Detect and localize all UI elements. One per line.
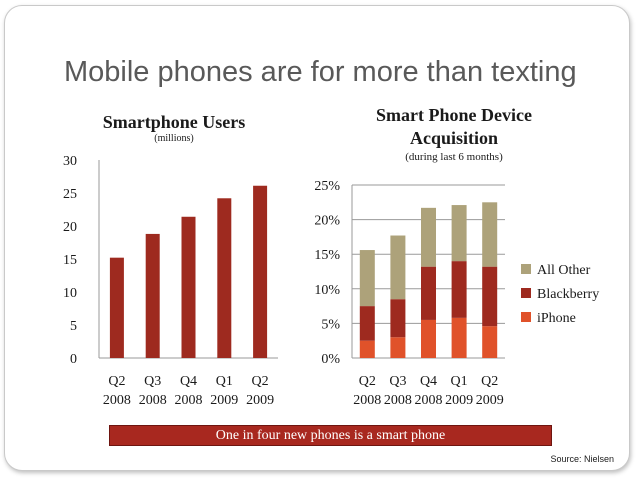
chart2-bar-all-other-q4-2008 [421, 207, 436, 267]
chart2-x-tick-label: 2008 [415, 393, 443, 408]
chart1-y-tick-label: 20 [63, 220, 77, 235]
chart2-legend-label-iphone: iPhone [537, 311, 576, 326]
chart2-x-tick-label: 2008 [384, 393, 412, 408]
chart2-y-tick-label: 5% [321, 317, 340, 332]
chart1-x-tick-label: 2009 [246, 393, 274, 408]
chart2-bar-blackberry-q3-2008 [390, 299, 406, 338]
slide-title: Mobile phones are for more than texting [64, 56, 577, 88]
source-note: Source: Nielsen [550, 454, 614, 464]
chart2-bar-blackberry-q2-2009 [482, 266, 498, 327]
chart1-x-tick-label: Q2 [108, 374, 125, 389]
chart1-y-tick-label: 30 [63, 154, 77, 169]
chart1-bar-q4-2008 [181, 216, 196, 358]
chart2-x-tick-label: 2009 [476, 393, 504, 408]
chart2-bar-all-other-q1-2009 [451, 205, 467, 262]
chart2-bar-all-other-q2-2009 [482, 202, 498, 267]
chart2-bar-blackberry-q1-2009 [451, 261, 467, 318]
chart2-subtitle: (during last 6 months) [405, 151, 503, 163]
chart1-y-tick-label: 15 [63, 253, 77, 268]
chart1-bar-q2-2008 [109, 257, 124, 358]
chart1-x-tick-label: 2008 [139, 393, 167, 408]
chart1-x-tick-label: Q3 [144, 374, 161, 389]
chart1-title: Smartphone Users [102, 112, 246, 132]
chart2-y-tick-label: 0% [321, 352, 340, 367]
chart2-bar-iphone-q3-2008 [390, 337, 406, 358]
chart2-x-tick-label: Q2 [359, 374, 376, 389]
chart2-legend-label-blackberry: Blackberry [537, 287, 599, 302]
chart2-legend-swatch-all-other [521, 264, 531, 274]
chart1-y-tick-label: 25 [63, 187, 77, 202]
chart1-bar-q3-2008 [145, 233, 160, 358]
chart1-x-tick-label: 2009 [210, 393, 238, 408]
chart1-y-tick-label: 10 [63, 286, 77, 301]
chart2-bar-all-other-q3-2008 [390, 235, 406, 300]
chart2-bar-iphone-q4-2008 [421, 319, 436, 358]
chart2-y-tick-label: 15% [314, 248, 340, 263]
chart2-y-tick-label: 20% [314, 214, 340, 229]
chart2-bar-iphone-q2-2008 [359, 340, 375, 358]
chart2-x-tick-label: Q3 [389, 374, 406, 389]
chart1-x-tick-label: 2008 [103, 393, 131, 408]
chart1-x-tick-label: 2008 [175, 393, 203, 408]
chart2-bar-iphone-q1-2009 [451, 317, 467, 358]
summary-banner: One in four new phones is a smart phone [109, 425, 552, 446]
chart1-y-tick-label: 5 [70, 319, 77, 334]
chart1-x-tick-label: Q2 [252, 374, 269, 389]
chart1-subtitle: (millions) [154, 133, 194, 144]
chart2-x-tick-label: Q1 [451, 374, 468, 389]
chart2-y-tick-label: 10% [314, 283, 340, 298]
chart2-legend-label-all-other: All Other [537, 263, 591, 278]
chart2-legend-swatch-iphone [521, 312, 531, 322]
chart1-y-tick-label: 0 [70, 352, 77, 367]
chart2-bar-iphone-q2-2009 [482, 326, 498, 358]
chart2-bar-all-other-q2-2008 [359, 250, 375, 307]
chart2-bar-blackberry-q2-2008 [359, 306, 375, 341]
chart2-bar-blackberry-q4-2008 [421, 266, 436, 320]
chart1-x-tick-label: Q1 [216, 374, 233, 389]
chart1-bar-q2-2009 [253, 185, 268, 358]
chart2-title-line2: Acquisition [409, 128, 499, 148]
chart2-title-line1: Smart Phone Device [376, 105, 532, 125]
chart1-x-tick-label: Q4 [180, 374, 197, 389]
chart2-x-tick-label: Q4 [420, 374, 437, 389]
chart2-x-tick-label: 2008 [353, 393, 381, 408]
chart2-x-tick-label: 2009 [445, 393, 473, 408]
chart2-legend-swatch-blackberry [521, 288, 531, 298]
chart2-y-tick-label: 25% [314, 179, 340, 194]
slide-frame [4, 5, 630, 471]
chart2-x-tick-label: Q2 [481, 374, 498, 389]
chart1-bar-q1-2009 [217, 198, 232, 358]
